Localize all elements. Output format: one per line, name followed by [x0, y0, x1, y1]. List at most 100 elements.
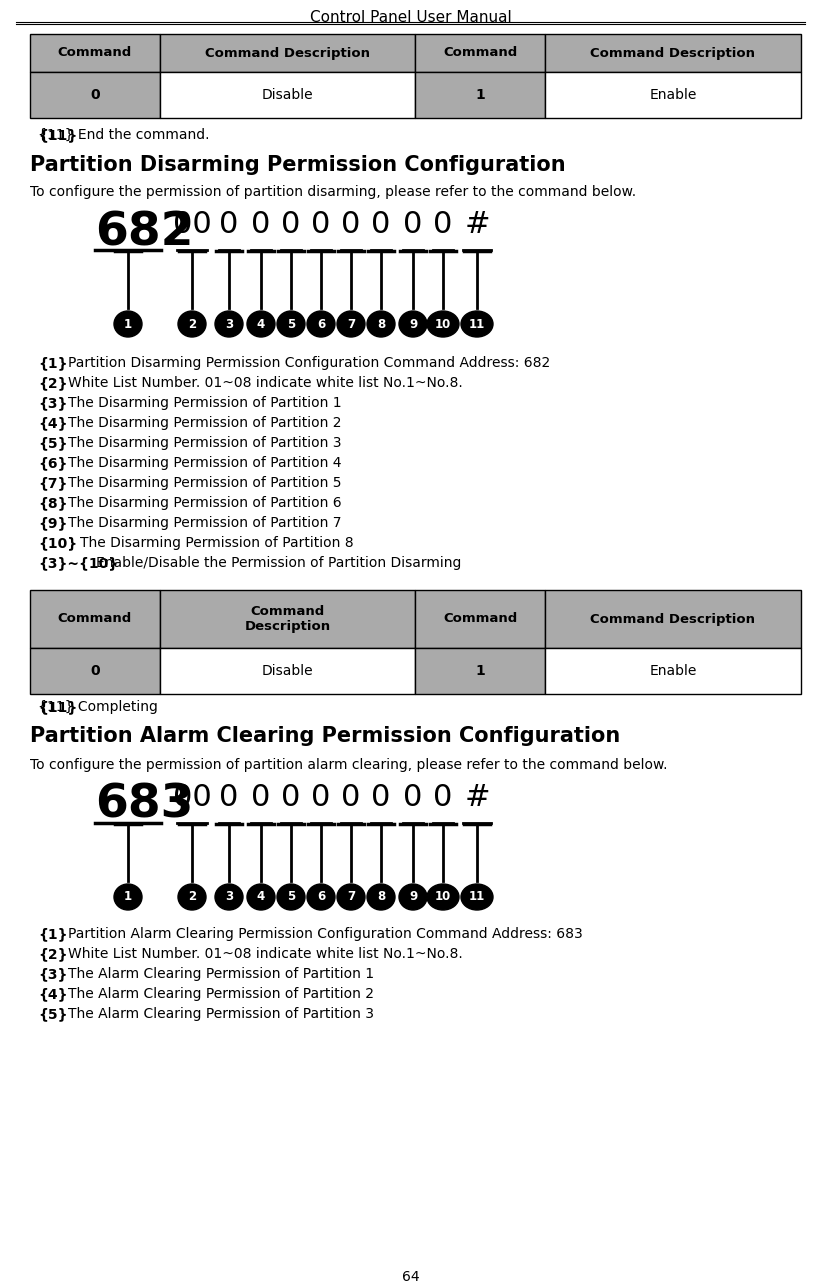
- Text: 00: 00: [172, 783, 211, 811]
- Text: {7}: {7}: [38, 476, 67, 490]
- Ellipse shape: [427, 883, 459, 910]
- Text: {4}: {4}: [38, 986, 67, 1001]
- Text: The Alarm Clearing Permission of Partition 3: The Alarm Clearing Permission of Partiti…: [68, 1007, 374, 1021]
- Text: 9: 9: [409, 318, 417, 331]
- Text: 0: 0: [433, 783, 452, 811]
- Text: To configure the permission of partition disarming, please refer to the command : To configure the permission of partition…: [30, 185, 636, 199]
- Text: 00: 00: [172, 210, 211, 239]
- Text: 7: 7: [347, 318, 355, 331]
- Text: 11: 11: [469, 890, 485, 904]
- Text: {6}: {6}: [38, 457, 67, 469]
- Text: 0: 0: [90, 664, 100, 678]
- Bar: [160, 590, 415, 648]
- Bar: [30, 33, 160, 72]
- Text: 1: 1: [475, 664, 485, 678]
- Text: Command: Command: [57, 612, 132, 625]
- Ellipse shape: [215, 883, 243, 910]
- Ellipse shape: [178, 883, 206, 910]
- Ellipse shape: [461, 883, 493, 910]
- Bar: [415, 590, 545, 648]
- Text: 3: 3: [225, 890, 233, 904]
- Text: 8: 8: [377, 318, 385, 331]
- Text: {10}: {10}: [38, 536, 77, 550]
- Bar: [160, 33, 415, 72]
- Text: 4: 4: [257, 890, 265, 904]
- Text: 0: 0: [282, 783, 300, 811]
- Text: 2: 2: [188, 890, 196, 904]
- Ellipse shape: [461, 311, 493, 337]
- Text: Command: Command: [443, 46, 517, 59]
- Text: {3}: {3}: [38, 967, 67, 981]
- Text: 0: 0: [311, 210, 331, 239]
- Text: 682: 682: [95, 210, 194, 255]
- Text: The Disarming Permission of Partition 5: The Disarming Permission of Partition 5: [68, 476, 342, 490]
- Ellipse shape: [337, 883, 365, 910]
- Text: {3}: {3}: [38, 396, 67, 410]
- Text: 6: 6: [317, 318, 325, 331]
- Text: {9}: {9}: [38, 516, 67, 530]
- Text: 0: 0: [403, 210, 423, 239]
- Text: 6: 6: [317, 890, 325, 904]
- Text: 0: 0: [371, 210, 391, 239]
- Text: #: #: [464, 783, 490, 811]
- Text: Partition Disarming Permission Configuration Command Address: 682: Partition Disarming Permission Configura…: [68, 356, 550, 370]
- Text: #: #: [464, 210, 490, 239]
- Text: 1: 1: [475, 87, 485, 102]
- Text: The Disarming Permission of Partition 7: The Disarming Permission of Partition 7: [68, 516, 342, 530]
- Text: 11: 11: [469, 318, 485, 331]
- Text: 9: 9: [409, 890, 417, 904]
- Text: 0: 0: [251, 783, 271, 811]
- Ellipse shape: [337, 311, 365, 337]
- Text: 0: 0: [282, 210, 300, 239]
- Text: Enable: Enable: [649, 664, 697, 678]
- Text: 5: 5: [287, 318, 295, 331]
- Text: 7: 7: [347, 890, 355, 904]
- Text: 3: 3: [225, 318, 233, 331]
- Text: 0: 0: [311, 783, 331, 811]
- Text: 2: 2: [188, 318, 196, 331]
- Text: 4: 4: [257, 318, 265, 331]
- Ellipse shape: [178, 311, 206, 337]
- Text: {1}: {1}: [38, 356, 67, 370]
- Text: 0: 0: [403, 783, 423, 811]
- Text: Partition Alarm Clearing Permission Configuration Command Address: 683: Partition Alarm Clearing Permission Conf…: [68, 927, 583, 941]
- Ellipse shape: [399, 311, 427, 337]
- Ellipse shape: [277, 311, 305, 337]
- Text: {2}: {2}: [38, 376, 67, 390]
- Text: 10: 10: [435, 890, 451, 904]
- Bar: [415, 648, 545, 694]
- Text: 10: 10: [435, 318, 451, 331]
- Ellipse shape: [307, 883, 335, 910]
- Text: 0: 0: [90, 87, 100, 102]
- Bar: [415, 72, 545, 118]
- Text: 1: 1: [124, 318, 132, 331]
- Text: The Disarming Permission of Partition 2: The Disarming Permission of Partition 2: [68, 415, 342, 430]
- Ellipse shape: [215, 311, 243, 337]
- Text: 0: 0: [251, 210, 271, 239]
- Text: The Disarming Permission of Partition 6: The Disarming Permission of Partition 6: [68, 496, 342, 511]
- Ellipse shape: [307, 311, 335, 337]
- Text: 1: 1: [124, 890, 132, 904]
- Ellipse shape: [277, 883, 305, 910]
- Text: {11} End the command.: {11} End the command.: [38, 129, 209, 141]
- Text: To configure the permission of partition alarm clearing, please refer to the com: To configure the permission of partition…: [30, 757, 667, 772]
- Bar: [160, 648, 415, 694]
- Bar: [545, 590, 801, 648]
- Text: Command Description: Command Description: [590, 46, 755, 59]
- Ellipse shape: [247, 311, 275, 337]
- Text: 64: 64: [402, 1271, 420, 1283]
- Text: 0: 0: [342, 210, 360, 239]
- Text: {5}: {5}: [38, 436, 67, 450]
- Text: 683: 683: [95, 783, 194, 828]
- Text: {11} Completing: {11} Completing: [38, 700, 158, 714]
- Text: Disable: Disable: [262, 664, 314, 678]
- Text: 0: 0: [371, 783, 391, 811]
- Text: {5}: {5}: [38, 1007, 67, 1021]
- Bar: [415, 33, 545, 72]
- Text: White List Number. 01~08 indicate white list No.1~No.8.: White List Number. 01~08 indicate white …: [68, 376, 463, 390]
- Text: Command: Command: [57, 46, 132, 59]
- Text: {3}~{10}: {3}~{10}: [38, 556, 118, 570]
- Text: Disable: Disable: [262, 87, 314, 102]
- Bar: [160, 72, 415, 118]
- Text: {8}: {8}: [38, 496, 67, 511]
